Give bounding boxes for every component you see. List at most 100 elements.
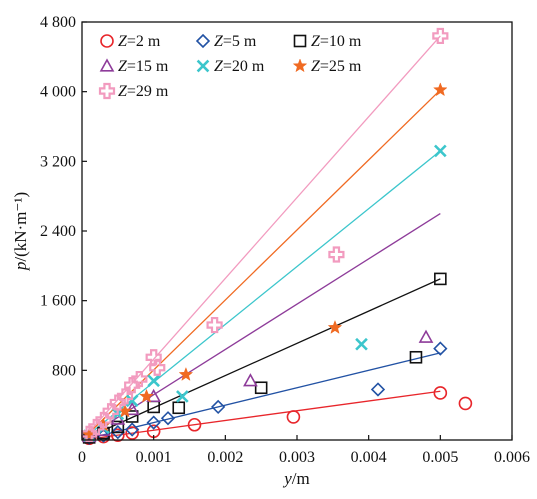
legend-marker-x-shape [196, 59, 210, 73]
x-tick-label: 0.002 [207, 449, 243, 466]
legend-marker-diamond-shape [195, 33, 211, 49]
data-point-star [139, 388, 154, 403]
data-point-diamond-shape [160, 411, 176, 426]
data-point-square [434, 272, 447, 286]
data-point-star [178, 366, 194, 381]
data-point-x [355, 337, 368, 351]
data-point-square [111, 420, 125, 434]
data-point-triangle-shape [418, 329, 434, 343]
data-point-x [147, 374, 160, 388]
y-axis-variable: p [11, 262, 30, 272]
data-point-x [176, 390, 189, 403]
data-point-x-shape [147, 374, 160, 388]
y-axis-label: p/(kN·m⁻¹) [11, 192, 30, 271]
data-point-diamond [110, 425, 125, 440]
legend-value: =10 m [320, 33, 362, 50]
data-point-diamond-shape [110, 425, 125, 440]
data-point-square [172, 401, 186, 415]
data-point-star-shape [433, 82, 448, 97]
data-point-triangle-shape [243, 373, 258, 387]
legend-variable: Z [118, 83, 128, 100]
fit-line-diamond [81, 352, 441, 441]
data-point-star [433, 82, 448, 97]
data-point-square [254, 381, 268, 395]
legend-label: Z=10 m [311, 33, 362, 50]
x-tick-label: 0.003 [279, 449, 315, 466]
legend-variable: Z [311, 33, 321, 50]
data-point-square-shape [409, 350, 423, 364]
legend-item: Z=2 m [100, 33, 161, 50]
data-point-circle-shape [286, 410, 301, 424]
y-tick-label: 1 600 [40, 293, 76, 310]
y-tick-label: 4 000 [40, 84, 76, 101]
data-point-diamond [146, 415, 161, 430]
legend-variable: Z [311, 58, 321, 75]
data-point-star-shape [178, 366, 194, 381]
legend-marker-star [292, 58, 308, 73]
data-point-diamond [370, 382, 386, 397]
fit-line-circle [81, 390, 441, 441]
data-point-square-shape [125, 410, 139, 423]
data-point-plus [88, 418, 105, 436]
legend-marker-plus-shape [98, 82, 116, 100]
data-point-diamond-shape [211, 399, 226, 415]
data-point-triangle [418, 329, 434, 343]
x-tick-label: 0.001 [136, 449, 172, 466]
legend-label: Z=15 m [118, 58, 169, 75]
data-point-x-shape [355, 337, 368, 351]
legend-item: Z=29 m [98, 82, 169, 100]
legend-value: =25 m [320, 58, 362, 75]
x-tick-label: 0.005 [422, 449, 458, 466]
data-point-circle [458, 396, 473, 411]
data-point-circle-shape [458, 396, 473, 411]
data-point-plus-shape [102, 403, 119, 420]
data-point-diamond-shape [370, 382, 386, 397]
data-point-circle-shape [125, 426, 139, 440]
data-point-diamond [125, 422, 140, 437]
data-point-plus-shape [432, 27, 449, 45]
y-tick-label: 2 400 [40, 223, 76, 240]
data-point-circle [125, 426, 139, 440]
x-axis-label: y/m [282, 469, 310, 488]
data-point-plus [328, 246, 345, 263]
data-point-plus-shape [328, 246, 345, 263]
legend-item: Z=15 m [99, 58, 169, 75]
fit-line-square [81, 278, 441, 441]
data-point-circle [286, 410, 301, 424]
legend-value: =5 m [223, 33, 257, 50]
legend-marker-triangle [99, 58, 115, 72]
legend-marker-circle-shape [100, 34, 114, 48]
legend-value: =29 m [127, 83, 169, 100]
legend-label: Z=29 m [118, 83, 169, 100]
data-point-circle-shape [433, 386, 448, 400]
data-point-square-shape [172, 401, 186, 415]
data-point-diamond-shape [433, 341, 448, 356]
x-tick-label: 0.006 [494, 449, 530, 466]
legend-marker-triangle-shape [99, 58, 115, 72]
legend-variable: Z [214, 58, 224, 75]
legend-label: Z=5 m [214, 33, 257, 50]
data-point-square-shape [111, 420, 125, 434]
data-point-circle [187, 417, 202, 432]
data-point-plus-shape [149, 359, 166, 376]
x-axis-unit: /m [292, 469, 310, 488]
data-point-plus [116, 388, 134, 405]
data-point-plus-shape [95, 411, 112, 429]
legend-label: Z=20 m [214, 58, 265, 75]
data-point-circle-shape [111, 428, 125, 443]
legend-variable: Z [118, 58, 128, 75]
x-axis-variable: y [282, 469, 292, 488]
data-point-circle-shape [187, 417, 202, 432]
data-point-plus-shape [131, 370, 148, 388]
legend-marker-diamond [195, 33, 211, 49]
data-point-circle [111, 428, 125, 443]
y-tick-label: 3 200 [40, 153, 76, 170]
x-tick-label: 0.004 [351, 449, 387, 466]
fit-line-triangle [81, 213, 441, 441]
legend-marker-x [196, 59, 210, 73]
data-point-diamond [160, 411, 176, 426]
legend-label: Z=25 m [311, 58, 362, 75]
data-point-x [434, 144, 447, 158]
